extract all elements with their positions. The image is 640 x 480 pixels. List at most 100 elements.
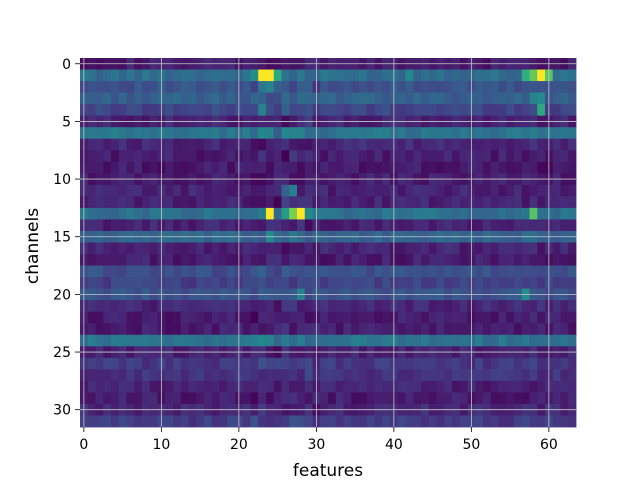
heatmap-cell [281, 311, 290, 324]
heatmap-cell [258, 81, 267, 93]
heatmap-cell [273, 150, 282, 163]
heatmap-cell [242, 369, 251, 382]
heatmap-cell [95, 254, 104, 266]
heatmap-cell [188, 127, 197, 140]
heatmap-cell [405, 161, 414, 174]
heatmap-cell [266, 369, 275, 382]
heatmap-cell [498, 184, 507, 197]
heatmap-cell [483, 184, 492, 197]
heatmap-cell [459, 196, 468, 209]
heatmap-cell [180, 104, 189, 117]
heatmap-cell [297, 242, 306, 255]
heatmap-cell [173, 127, 182, 140]
heatmap-cell [483, 369, 492, 382]
heatmap-cell [180, 357, 189, 370]
heatmap-cell [382, 138, 391, 151]
heatmap-cell [459, 92, 468, 105]
heatmap-cell [149, 311, 158, 324]
heatmap-cell [297, 150, 306, 163]
x-tick-label: 40 [385, 437, 403, 453]
heatmap-cell [142, 415, 151, 428]
heatmap-cell [444, 380, 453, 393]
heatmap-cell [397, 219, 406, 232]
heatmap-cell [227, 69, 236, 82]
x-tick-label: 60 [540, 437, 558, 453]
heatmap-cell [126, 219, 135, 232]
heatmap-cell [421, 207, 430, 220]
heatmap-cell [149, 300, 158, 313]
heatmap-cell [506, 265, 515, 278]
heatmap-cell [374, 184, 383, 197]
heatmap-cell [351, 127, 360, 140]
heatmap-cell [552, 369, 561, 382]
heatmap-cell [227, 161, 236, 174]
heatmap-cell [552, 69, 561, 82]
heatmap-cell [320, 69, 329, 82]
heatmap-cell [397, 242, 406, 255]
heatmap-cell [552, 334, 561, 347]
heatmap-cell [95, 219, 104, 232]
heatmap-cell [521, 207, 530, 220]
heatmap-cell [281, 357, 290, 370]
heatmap-cell [359, 207, 368, 220]
heatmap-cell [506, 161, 515, 174]
heatmap-cell [359, 184, 368, 197]
heatmap-cell [95, 92, 104, 105]
heatmap-cell [281, 392, 290, 405]
heatmap-cell [103, 242, 112, 255]
heatmap-cell [304, 334, 313, 347]
heatmap-cell [320, 415, 329, 428]
heatmap-cell [103, 277, 112, 290]
heatmap-cell [142, 392, 151, 405]
heatmap-cell [126, 184, 135, 197]
heatmap-cell [173, 300, 182, 313]
heatmap-cell [118, 219, 127, 232]
heatmap-cell [211, 150, 220, 163]
heatmap-cell [436, 69, 445, 82]
heatmap-cell [266, 380, 275, 393]
heatmap-cell [405, 104, 414, 117]
heatmap-cell [281, 150, 290, 163]
heatmap-cell [343, 138, 352, 151]
heatmap-cell [421, 242, 430, 255]
heatmap-cell [405, 311, 414, 324]
heatmap-cell [452, 415, 461, 428]
y-tick-label: 0 [62, 57, 71, 73]
heatmap-cell [304, 380, 313, 393]
heatmap-cell [328, 334, 337, 347]
heatmap-cell [328, 357, 337, 370]
heatmap-cell [266, 81, 275, 93]
heatmap-cell [521, 242, 530, 255]
heatmap-cell [498, 104, 507, 117]
heatmap-cell [459, 104, 468, 117]
heatmap-cell [475, 207, 484, 220]
heatmap-cell [180, 242, 189, 255]
heatmap-cell [514, 323, 523, 336]
heatmap-cell [343, 323, 352, 336]
heatmap-cell [134, 138, 143, 151]
heatmap-cell [328, 415, 337, 428]
heatmap-cell [111, 380, 120, 393]
y-tick-label: 5 [62, 114, 71, 130]
heatmap-cell [498, 334, 507, 347]
heatmap-cell [297, 323, 306, 336]
heatmap-cell [568, 300, 577, 313]
heatmap-cell [374, 104, 383, 117]
heatmap-cell [374, 161, 383, 174]
heatmap-cell [436, 334, 445, 347]
heatmap-cell [529, 265, 538, 278]
heatmap-cell [428, 69, 437, 82]
heatmap-cell [281, 184, 290, 197]
heatmap-cell [343, 277, 352, 290]
heatmap-cell [343, 242, 352, 255]
heatmap-cell [568, 334, 577, 347]
heatmap-cell [204, 300, 213, 313]
heatmap-cell [266, 392, 275, 405]
axes: 0 10 20 30 40 50 60 0 5 10 15 20 25 30 [53, 57, 558, 453]
heatmap-cell [397, 380, 406, 393]
heatmap-cell [490, 69, 499, 82]
heatmap-cell [165, 207, 174, 220]
heatmap-cell [297, 369, 306, 382]
heatmap-cell [273, 415, 282, 428]
heatmap-cell [490, 184, 499, 197]
